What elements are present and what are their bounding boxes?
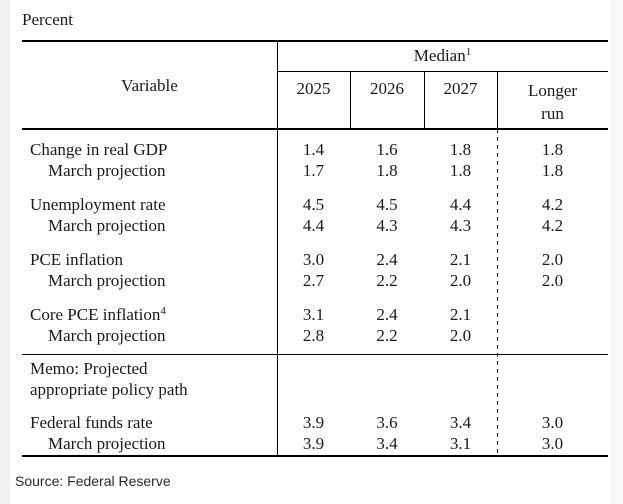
rule-header-2026-2027 bbox=[424, 71, 425, 129]
source-note: Source: Federal Reserve bbox=[15, 473, 171, 489]
row-label: PCE inflation bbox=[30, 250, 124, 269]
rule-variable-separator bbox=[277, 41, 278, 455]
row-label: Unemployment rate bbox=[30, 195, 166, 214]
cell-2026: 4.3 bbox=[376, 216, 398, 235]
table-row-unemployment-march: March projection 4.4 4.3 4.3 4.2 bbox=[22, 215, 608, 236]
row-label: Core PCE inflation4 bbox=[22, 304, 277, 325]
cell-2027: 3.1 bbox=[449, 434, 472, 453]
cell-2027: 2.0 bbox=[449, 271, 472, 290]
cell-2027: 2.0 bbox=[449, 326, 472, 345]
table-row-gdp-march: March projection 1.7 1.8 1.8 1.8 bbox=[22, 160, 608, 181]
cell-2025: 2.8 bbox=[302, 326, 325, 345]
table-row-core-pce: Core PCE inflation4 3.1 2.4 2.1 bbox=[22, 304, 608, 325]
row-label: Federal funds rate bbox=[30, 413, 153, 432]
cell-2026: 2.4 bbox=[376, 250, 398, 269]
rule-header-2025-2026 bbox=[350, 71, 351, 129]
cell-2025: 4.5 bbox=[302, 195, 325, 214]
cell-longer-run: 3.0 bbox=[541, 413, 564, 432]
unit-label: Percent bbox=[22, 10, 73, 29]
row-label-text: Core PCE inflation bbox=[30, 305, 161, 324]
table-row-unemployment: Unemployment rate 4.5 4.5 4.4 4.2 bbox=[22, 194, 608, 215]
row-label: Change in real GDP bbox=[30, 140, 168, 159]
column-header-longer-run: Longer run bbox=[497, 79, 608, 125]
rule-under-median bbox=[277, 71, 608, 72]
cell-2026: 2.4 bbox=[376, 305, 398, 324]
cell-2027: 4.3 bbox=[449, 216, 472, 235]
cell-longer-run: 1.8 bbox=[541, 161, 564, 180]
table-row-core-pce-march: March projection 2.8 2.2 2.0 bbox=[22, 325, 608, 346]
cell-2026: 2.2 bbox=[376, 271, 398, 290]
cell-2026: 3.4 bbox=[376, 434, 398, 453]
rule-table-top bbox=[22, 40, 608, 42]
cell-longer-run: 1.8 bbox=[541, 140, 564, 159]
column-header-2026: 2026 bbox=[370, 79, 404, 98]
cell-2027: 1.8 bbox=[449, 161, 472, 180]
cell-longer-run: 4.2 bbox=[541, 195, 564, 214]
table-row-fed-funds: Federal funds rate 3.9 3.6 3.4 3.0 bbox=[22, 412, 608, 433]
cell-2026: 3.6 bbox=[376, 413, 398, 432]
median-label: Median bbox=[413, 46, 466, 65]
cell-2027: 4.4 bbox=[449, 195, 472, 214]
rule-table-bottom bbox=[22, 455, 608, 457]
cell-2026: 1.6 bbox=[376, 140, 398, 159]
longer-run-line1: Longer bbox=[527, 81, 578, 100]
table-row-fed-funds-march: March projection 3.9 3.4 3.1 3.0 bbox=[22, 433, 608, 454]
cell-2027: 2.1 bbox=[449, 250, 472, 269]
cell-2025: 4.4 bbox=[302, 216, 325, 235]
cell-2025: 3.9 bbox=[302, 413, 325, 432]
core-pce-footnote-marker: 4 bbox=[160, 305, 166, 317]
cell-2026: 2.2 bbox=[376, 326, 398, 345]
table-row-gdp: Change in real GDP 1.4 1.6 1.8 1.8 bbox=[22, 139, 608, 160]
cell-2025: 3.1 bbox=[302, 305, 325, 324]
row-label: March projection bbox=[48, 161, 166, 180]
cell-2027: 1.8 bbox=[449, 140, 472, 159]
cell-2026: 4.5 bbox=[376, 195, 398, 214]
cell-longer-run: 2.0 bbox=[541, 271, 564, 290]
rule-longer-run-dashed bbox=[497, 129, 498, 455]
table-row-pce-march: March projection 2.7 2.2 2.0 2.0 bbox=[22, 270, 608, 291]
memo-label-line1: Memo: Projected bbox=[30, 359, 148, 378]
rule-above-memo bbox=[22, 354, 608, 355]
cell-longer-run: 2.0 bbox=[541, 250, 564, 269]
median-footnote-marker: 1 bbox=[465, 46, 472, 58]
memo-row-line2: appropriate policy path bbox=[22, 379, 608, 400]
page-right-margin bbox=[611, 0, 623, 504]
longer-run-line2: run bbox=[541, 104, 564, 123]
cell-2025: 3.0 bbox=[302, 250, 325, 269]
memo-label-line2: appropriate policy path bbox=[30, 380, 188, 399]
memo-row-line1: Memo: Projected bbox=[22, 358, 608, 379]
column-header-variable: Variable bbox=[121, 76, 178, 95]
cell-2026: 1.8 bbox=[376, 161, 398, 180]
column-header-2027: 2027 bbox=[443, 79, 478, 98]
table-row-pce: PCE inflation 3.0 2.4 2.1 2.0 bbox=[22, 249, 608, 270]
cell-2025: 2.7 bbox=[302, 271, 325, 290]
cell-2027: 2.1 bbox=[449, 305, 472, 324]
column-header-2025: 2025 bbox=[296, 79, 331, 98]
page-left-margin bbox=[0, 0, 10, 504]
cell-longer-run: 4.2 bbox=[541, 216, 564, 235]
rule-under-header bbox=[22, 128, 608, 130]
row-label: March projection bbox=[48, 434, 166, 453]
row-label: March projection bbox=[48, 216, 166, 235]
cell-2025: 1.7 bbox=[302, 161, 325, 180]
rule-header-2027-longer bbox=[497, 71, 498, 129]
cell-longer-run: 3.0 bbox=[541, 434, 564, 453]
cell-2027: 3.4 bbox=[449, 413, 472, 432]
row-label: March projection bbox=[48, 271, 166, 290]
cell-2025: 1.4 bbox=[302, 140, 325, 159]
row-label: March projection bbox=[48, 326, 166, 345]
cell-2025: 3.9 bbox=[302, 434, 325, 453]
column-header-median: Median1 bbox=[277, 46, 608, 66]
